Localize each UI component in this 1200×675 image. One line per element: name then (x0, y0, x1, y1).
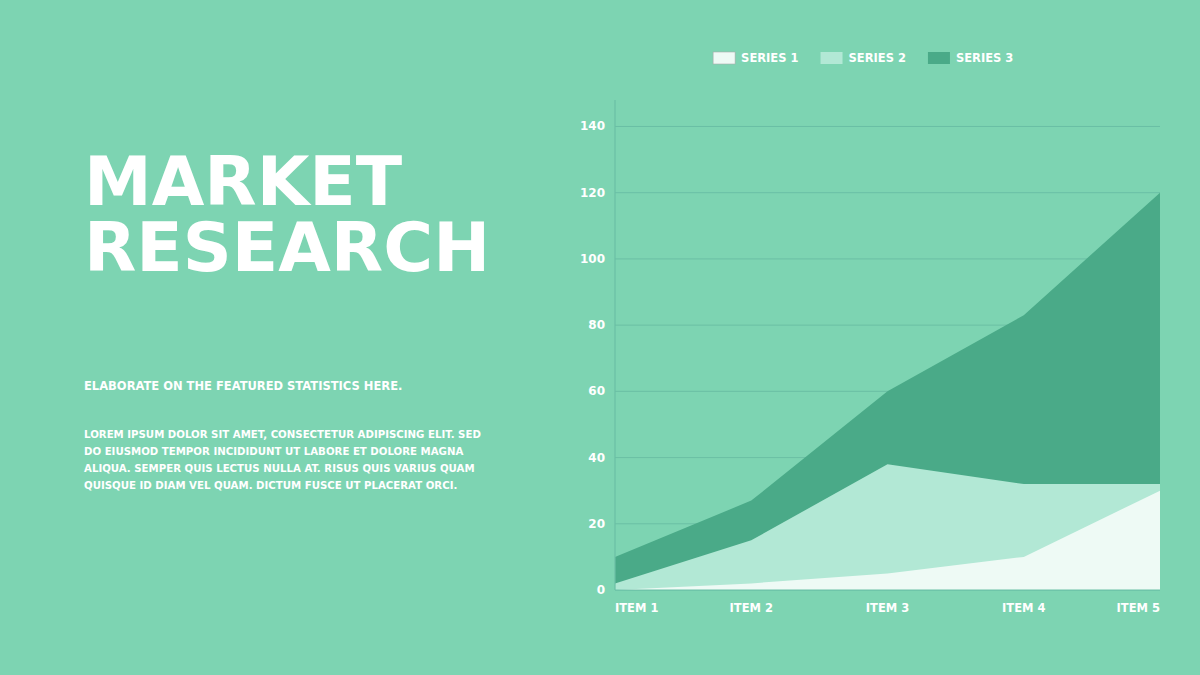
subtitle: ELABORATE ON THE FEATURED STATISTICS HER… (84, 379, 402, 393)
legend-swatch (821, 52, 843, 64)
area-series (615, 491, 1160, 590)
grid-line (615, 258, 1160, 259)
body-text-line: QUISQUE ID DIAM VEL QUAM. DICTUM FUSCE U… (84, 480, 457, 491)
y-tick-label: 40 (588, 451, 605, 465)
subtitle-line: ELABORATE ON THE FEATURED STATISTICS HER… (84, 379, 402, 393)
y-tick-label: 120 (580, 186, 605, 200)
legend: SERIES 1 SERIES 2 SERIES 3 (713, 51, 1013, 65)
legend-swatch (713, 52, 735, 64)
y-tick-label: 20 (588, 517, 605, 531)
area-series (615, 193, 1160, 590)
grid-line (615, 192, 1160, 193)
y-axis-line (614, 100, 615, 590)
y-tick-label: 0 (597, 583, 605, 597)
grid-line (615, 126, 1160, 127)
grid-line (615, 590, 1160, 591)
body-text-line: ALIQUA. SEMPER QUIS LECTUS NULLA AT. RIS… (84, 463, 475, 474)
title: MARKETRESEARCH (84, 142, 490, 287)
x-tick-label: ITEM 2 (730, 601, 773, 615)
areas (615, 193, 1160, 590)
x-tick-label: ITEM 1 (615, 601, 658, 615)
area-series (615, 464, 1160, 590)
x-tick-label: ITEM 3 (866, 601, 909, 615)
x-axis-line (615, 589, 1160, 590)
legend-label: SERIES 1 (741, 51, 798, 65)
legend-label: SERIES 2 (849, 51, 906, 65)
y-tick-label: 140 (580, 119, 605, 133)
grid (615, 126, 1160, 590)
y-tick-label: 80 (588, 318, 605, 332)
x-tick-label: ITEM 4 (1002, 601, 1045, 615)
legend-label: SERIES 3 (956, 51, 1013, 65)
chart-root: MARKETRESEARCH ELABORATE ON THE FEATURED … (0, 0, 1200, 675)
title-line: RESEARCH (84, 208, 490, 287)
y-tick-label: 100 (580, 252, 605, 266)
y-tick-label: 60 (588, 384, 605, 398)
body-text: LOREM IPSUM DOLOR SIT AMET, CONSECTETUR … (84, 429, 481, 491)
x-tick-label: ITEM 5 (1117, 601, 1160, 615)
body-text-line: DO EIUSMOD TEMPOR INCIDIDUNT UT LABORE E… (84, 446, 464, 457)
legend-swatch (928, 52, 950, 64)
body-text-line: LOREM IPSUM DOLOR SIT AMET, CONSECTETUR … (84, 429, 481, 440)
